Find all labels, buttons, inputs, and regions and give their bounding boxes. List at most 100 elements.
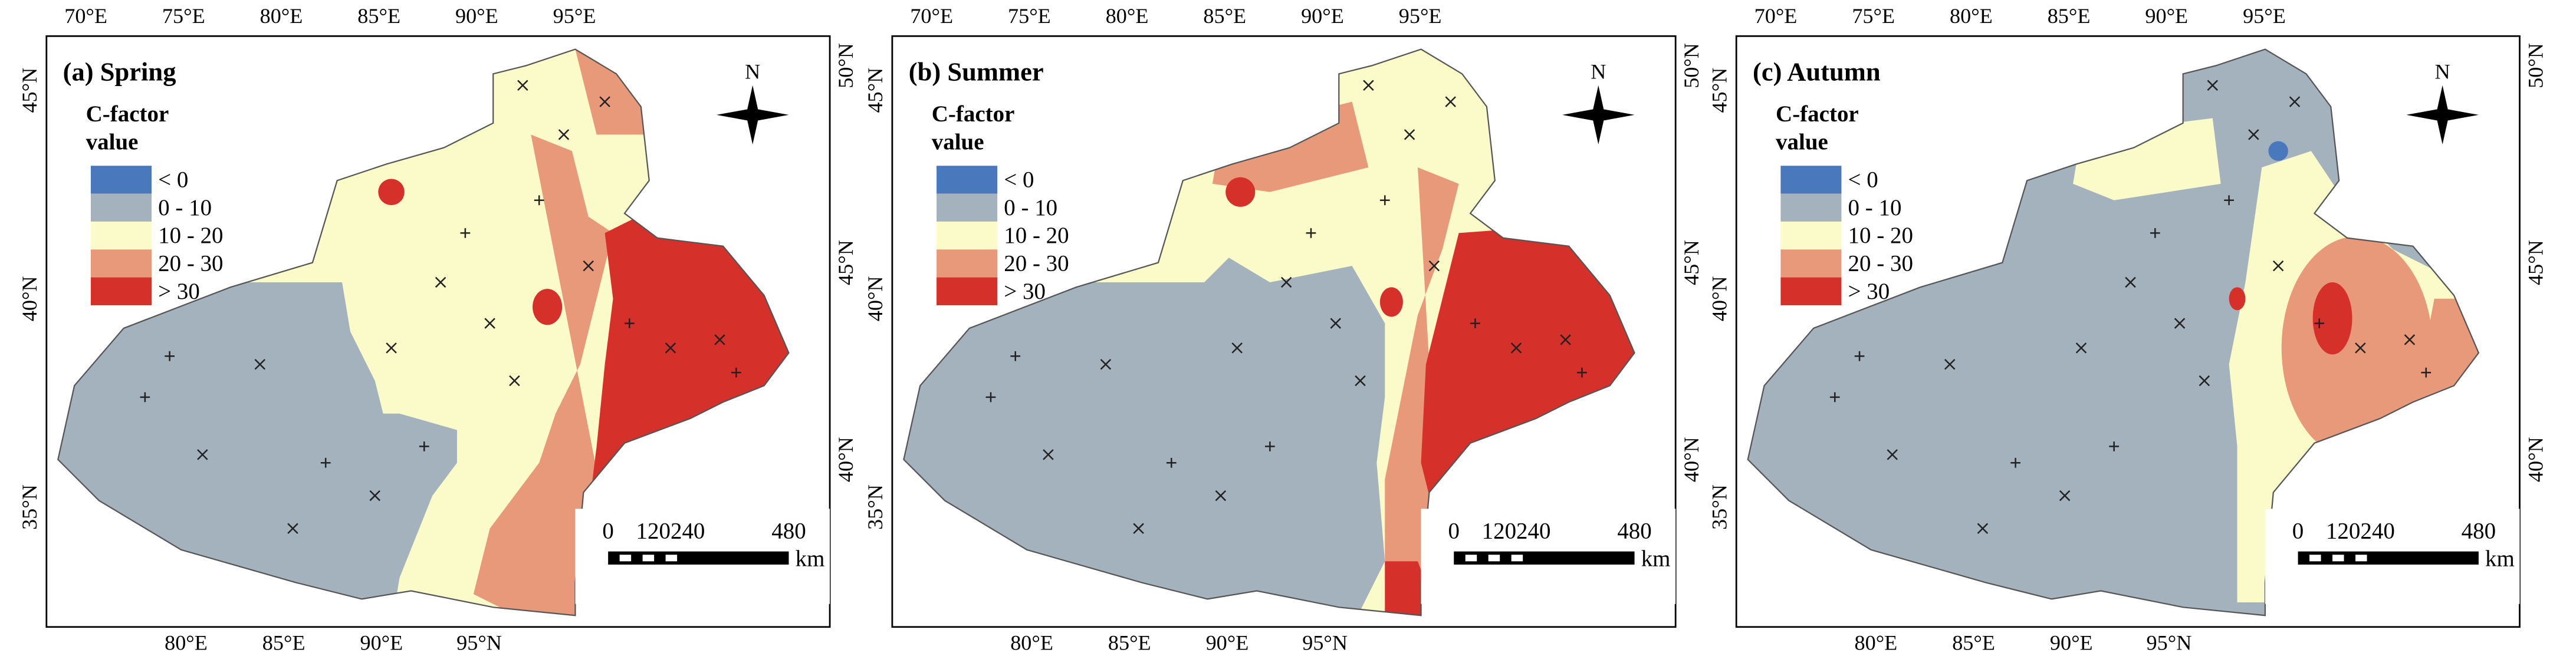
station bbox=[254, 358, 266, 370]
north-arrow bbox=[716, 85, 789, 145]
region bbox=[2281, 236, 2433, 460]
scale-unit: km bbox=[2485, 546, 2515, 572]
scale-label: 0 bbox=[2292, 518, 2304, 543]
region bbox=[2268, 141, 2288, 161]
region-outline bbox=[57, 48, 790, 616]
legend-swatch bbox=[1780, 277, 1842, 305]
scale-seg bbox=[665, 555, 678, 562]
left-tick-label: 40°N bbox=[863, 276, 887, 321]
legend-swatch bbox=[937, 166, 998, 194]
scale-label: 0 bbox=[602, 518, 613, 543]
legend-title: C-factor value bbox=[1776, 103, 1859, 156]
station bbox=[509, 375, 520, 387]
station bbox=[731, 367, 741, 378]
legend-title-box: C-factor value bbox=[86, 103, 169, 156]
legend-swatch bbox=[90, 249, 152, 278]
station bbox=[2010, 457, 2020, 468]
scale-label: 120240 bbox=[636, 518, 705, 543]
right-tick-label: 45°N bbox=[834, 240, 857, 285]
station bbox=[1166, 457, 1177, 468]
legend-swatch bbox=[937, 193, 998, 222]
station bbox=[2314, 318, 2325, 328]
top-tick-label: 85°E bbox=[2048, 4, 2091, 28]
bottom-tick-label: 95°N bbox=[1302, 631, 1348, 655]
station bbox=[985, 392, 996, 403]
north-arrow bbox=[2406, 85, 2479, 145]
region bbox=[2229, 287, 2246, 311]
legend-label: 0 - 10 bbox=[1848, 195, 1902, 220]
legend-label: < 0 bbox=[158, 167, 188, 192]
top-tick-label: 85°E bbox=[1203, 4, 1246, 28]
station bbox=[1215, 490, 1227, 502]
bottom-tick-label: 80°E bbox=[165, 631, 208, 655]
right-tick-label: 50°N bbox=[834, 43, 857, 88]
region bbox=[1385, 167, 1459, 616]
top-tick-label: 90°E bbox=[455, 4, 498, 28]
legend-swatch bbox=[90, 277, 152, 305]
top-tick-label: 80°E bbox=[260, 4, 303, 28]
station bbox=[1306, 228, 1316, 238]
north-label: N bbox=[745, 60, 760, 84]
station bbox=[1231, 342, 1243, 354]
station bbox=[665, 342, 676, 354]
station bbox=[1470, 318, 1480, 328]
station bbox=[625, 318, 635, 328]
legend-label: > 30 bbox=[1848, 279, 1890, 304]
station bbox=[1363, 80, 1374, 91]
top-tick-label: 70°E bbox=[910, 4, 953, 28]
station bbox=[197, 449, 208, 460]
top-tick-label: 95°E bbox=[2243, 4, 2286, 28]
scale-label: 480 bbox=[1617, 518, 1651, 543]
region bbox=[903, 258, 1385, 616]
top-tick-label: 90°E bbox=[1301, 4, 1344, 28]
bottom-tick-label: 95°N bbox=[2147, 631, 2192, 655]
legend-label: < 0 bbox=[1848, 167, 1878, 192]
scale-seg bbox=[2355, 555, 2367, 562]
left-tick-label: 45°N bbox=[863, 68, 887, 113]
legend-swatch bbox=[90, 221, 152, 250]
scale-seg bbox=[1465, 555, 1477, 562]
station bbox=[435, 276, 446, 288]
bottom-tick-label: 80°E bbox=[1010, 631, 1053, 655]
legend-label: 0 - 10 bbox=[158, 195, 212, 220]
station bbox=[1977, 523, 1989, 534]
bottom-tick-label: 85°E bbox=[1952, 631, 1995, 655]
legend-swatch bbox=[1780, 166, 1842, 194]
station bbox=[2355, 342, 2366, 354]
bottom-tick-label: 90°E bbox=[2050, 631, 2093, 655]
station bbox=[2248, 129, 2259, 140]
station bbox=[1428, 260, 1440, 272]
frame bbox=[1735, 35, 2521, 628]
station bbox=[2421, 367, 2432, 378]
station bbox=[165, 351, 175, 361]
legend-label: 0 - 10 bbox=[1004, 195, 1057, 220]
panel: (a) Spring C-factor value < 0 0 - 10 10 - 20… bbox=[18, 4, 857, 655]
legend-label: < 0 bbox=[1004, 167, 1034, 192]
scale-seg bbox=[2332, 555, 2344, 562]
left-tick-label: 40°N bbox=[1708, 276, 1731, 321]
north-arrow bbox=[1562, 85, 1635, 145]
right-tick-label: 45°N bbox=[1680, 240, 1703, 285]
region bbox=[1421, 216, 1635, 529]
station bbox=[140, 392, 150, 403]
region bbox=[2312, 282, 2352, 355]
left-tick-label: 40°N bbox=[18, 276, 41, 321]
region bbox=[473, 134, 613, 616]
left-tick-label: 45°N bbox=[1708, 68, 1731, 113]
panel-title: (a) Spring bbox=[63, 57, 176, 86]
station bbox=[1133, 523, 1144, 534]
station bbox=[1043, 449, 1054, 460]
station bbox=[1404, 129, 1415, 140]
station bbox=[2059, 490, 2071, 502]
scale-unit: km bbox=[1641, 546, 1671, 572]
scale-seg bbox=[2309, 555, 2321, 562]
legend-label: 20 - 30 bbox=[1848, 250, 1913, 276]
station bbox=[599, 96, 610, 107]
legend-swatch bbox=[937, 221, 998, 250]
right-tick-label: 40°N bbox=[1680, 437, 1703, 482]
station bbox=[2199, 375, 2210, 387]
station bbox=[1379, 195, 1390, 206]
scale-seg bbox=[1511, 555, 1523, 562]
legend-label: 20 - 30 bbox=[158, 250, 223, 276]
